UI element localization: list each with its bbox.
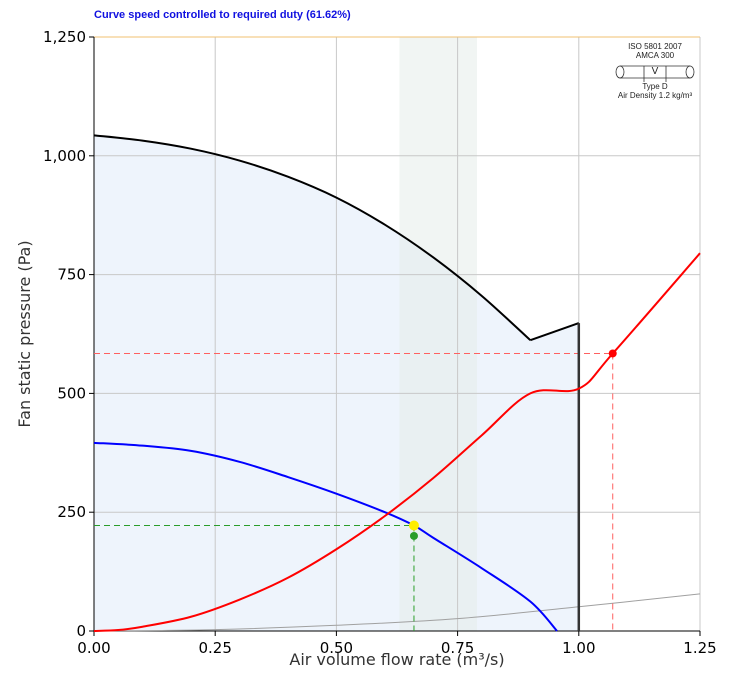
x-tick-label: 0.75	[441, 639, 474, 657]
required-point	[409, 531, 418, 540]
x-axis-label: Air volume flow rate (m³/s)	[289, 650, 504, 669]
y-tick-label: 0	[76, 622, 86, 640]
system-curve	[93, 252, 701, 632]
y-tick-label: 1,250	[43, 28, 86, 46]
x-tick-label: 1.25	[683, 639, 716, 657]
y-tick-label: 1,000	[43, 147, 86, 165]
plot-area: 0.00 0.25 0.50 0.75 1.00 1.25 0 250 500 750 1,000 1…	[15, 28, 717, 669]
y-tick-label: 500	[57, 384, 86, 402]
duct-icon	[615, 65, 695, 82]
standard-line-4: Air Density 1.2 kg/m³	[617, 91, 693, 100]
y-tick-label: 750	[57, 266, 86, 284]
full-speed-point	[608, 349, 617, 358]
chart-title: Curve speed controlled to required duty …	[94, 9, 351, 21]
duty-point	[408, 520, 419, 531]
standard-legend-box: ISO 5801 2007 AMCA 300 V Type D Air Dens…	[612, 42, 698, 126]
standard-line-3: Type D	[642, 82, 668, 91]
x-tick-label: 0.25	[198, 639, 231, 657]
y-axis-label: Fan static pressure (Pa)	[15, 240, 34, 427]
full-speed-curve	[93, 134, 531, 341]
standard-line-2: AMCA 300	[635, 51, 675, 60]
standard-line-1: ISO 5801 2007	[628, 42, 682, 51]
x-tick-label: 0.50	[320, 639, 353, 657]
highlight-band	[399, 37, 477, 631]
controlled-speed-curve	[93, 441, 558, 632]
y-tick-label: 250	[57, 503, 86, 521]
full-speed-curve-end	[529, 322, 580, 342]
standard-symbol: V	[651, 66, 659, 77]
power-curve	[93, 593, 701, 632]
x-tick-label: 0.00	[77, 639, 110, 657]
x-tick-label: 1.00	[562, 639, 595, 657]
